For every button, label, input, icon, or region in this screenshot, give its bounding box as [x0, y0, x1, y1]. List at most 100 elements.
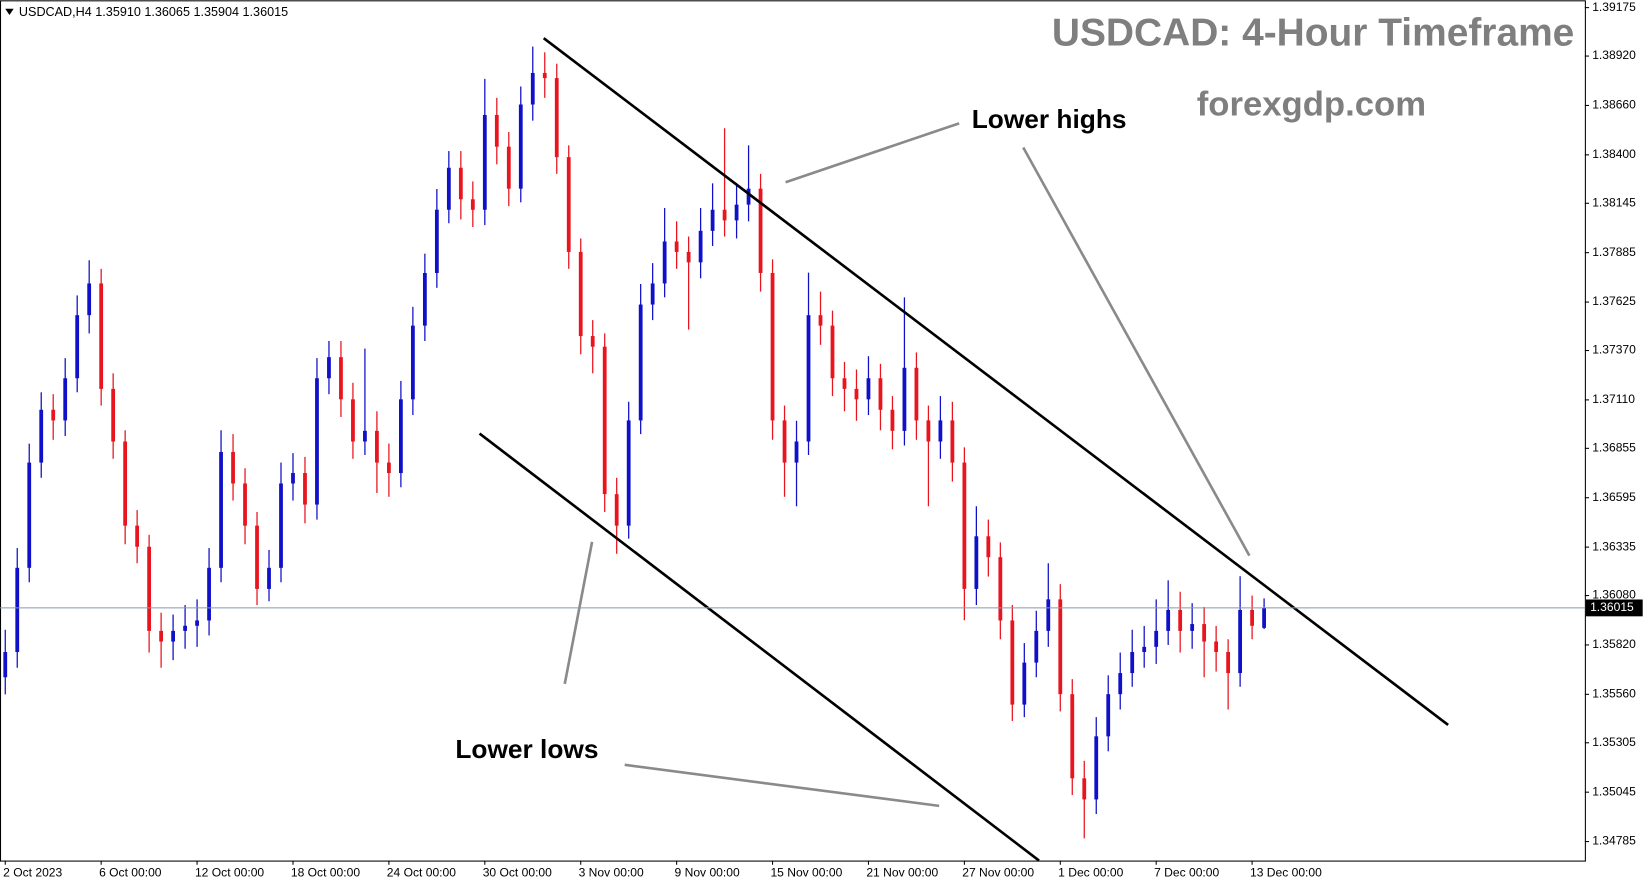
candle-body: [626, 420, 631, 526]
candle-body: [75, 315, 80, 379]
candle-body: [39, 409, 44, 463]
header-arrow: [5, 8, 14, 16]
candle-body: [351, 399, 355, 442]
candle-body: [111, 388, 116, 442]
y-tick-label: 1.38145: [1592, 195, 1636, 209]
x-tick-label: 12 Oct 00:00: [195, 865, 264, 879]
y-tick-label: 1.35820: [1592, 637, 1636, 651]
candle-body: [494, 114, 499, 147]
y-tick-label: 1.37110: [1592, 392, 1635, 406]
candle-body: [758, 188, 763, 274]
annotation: Lower highs: [972, 104, 1127, 134]
candle-body: [818, 315, 823, 326]
chart-header: USDCAD,H4 1.35910 1.36065 1.35904 1.3601…: [19, 5, 288, 19]
y-tick-label: 1.36335: [1592, 539, 1636, 553]
pointer-line: [785, 122, 960, 184]
x-tick-label: 30 Oct 00:00: [483, 865, 552, 879]
candle-body: [890, 409, 895, 431]
candle-body: [171, 630, 175, 642]
candle-body: [255, 525, 259, 589]
candle-body: [147, 546, 152, 631]
plot-frame: [0, 0, 1586, 862]
candle-body: [159, 630, 164, 642]
x-tick-label: 24 Oct 00:00: [387, 865, 456, 879]
candle-body: [926, 420, 931, 442]
candle-body: [674, 241, 679, 252]
candle-body: [794, 441, 799, 463]
candle-body: [195, 620, 199, 626]
candle-body: [506, 146, 511, 189]
candle-body: [63, 378, 68, 421]
candle-body: [135, 525, 140, 547]
candle-body: [315, 378, 319, 505]
candle-body: [458, 167, 463, 200]
candle-body: [614, 494, 619, 526]
annotation: Lower lows: [455, 734, 598, 764]
pointer-line: [563, 541, 594, 685]
candle-body: [722, 209, 727, 221]
candle-body: [650, 283, 655, 305]
candle-body: [770, 273, 775, 421]
candle-body: [1130, 651, 1135, 674]
candle-body: [842, 378, 847, 389]
y-tick-label: 1.36855: [1592, 441, 1636, 455]
price-tag: [1585, 599, 1643, 617]
x-tick-label: 13 Dec 00:00: [1250, 865, 1322, 879]
x-tick-label: 2 Oct 2023: [3, 865, 62, 879]
candle-body: [914, 367, 919, 421]
candle-body: [1178, 609, 1183, 631]
x-tick-label: 15 Nov 00:00: [770, 865, 842, 879]
candle-body: [1094, 736, 1099, 800]
candle-body: [363, 430, 367, 442]
candle-body: [830, 325, 835, 379]
y-tick-label: 1.37625: [1592, 294, 1636, 308]
trend-channel: [478, 37, 1449, 862]
candle-body: [15, 567, 20, 652]
y-tick-label: 1.37370: [1592, 343, 1636, 357]
candle-body: [1118, 673, 1123, 695]
chart-title: USDCAD: 4-Hour Timeframe: [1052, 11, 1574, 54]
candle-body: [698, 230, 703, 263]
candle-body: [782, 420, 787, 463]
candle-body: [482, 114, 487, 210]
x-tick-label: 9 Nov 00:00: [675, 865, 740, 879]
candle-body: [854, 388, 859, 400]
candle-body: [207, 567, 211, 621]
candle-body: [974, 536, 979, 589]
candle-body: [243, 483, 247, 526]
candle-body: [446, 167, 451, 210]
candle-body: [878, 378, 883, 410]
candle-body: [530, 72, 535, 105]
candle-body: [1202, 624, 1207, 642]
x-tick-label: 3 Nov 00:00: [579, 865, 644, 879]
candle-body: [866, 378, 871, 400]
candle-body: [375, 430, 379, 463]
candle-body: [1022, 662, 1027, 705]
y-tick-label: 1.39175: [1592, 0, 1636, 14]
candle-body: [806, 315, 811, 442]
candle-body: [518, 104, 523, 189]
candle-body: [1190, 624, 1195, 631]
candle-body: [986, 536, 991, 558]
candle-body: [638, 304, 643, 421]
upper-trendline: [542, 37, 1449, 726]
candle-body: [123, 441, 128, 526]
candle-body: [291, 473, 295, 484]
x-tick-label: 1 Dec 00:00: [1058, 865, 1123, 879]
candle-body: [27, 462, 32, 568]
chart-subtitle: forexgdp.com: [1197, 86, 1426, 124]
candle-body: [950, 420, 955, 463]
candle-body: [303, 473, 307, 505]
candle-body: [1070, 694, 1075, 779]
candle-body: [1154, 630, 1159, 647]
candle-body: [686, 251, 691, 263]
candle-body: [1046, 599, 1051, 631]
x-tick-label: 7 Dec 00:00: [1154, 865, 1219, 879]
y-tick-label: 1.38660: [1592, 98, 1636, 112]
lower-trendline: [478, 432, 1040, 862]
candle-body: [1238, 609, 1243, 674]
y-tick-label: 1.35560: [1592, 687, 1636, 701]
candle-body: [746, 188, 751, 205]
